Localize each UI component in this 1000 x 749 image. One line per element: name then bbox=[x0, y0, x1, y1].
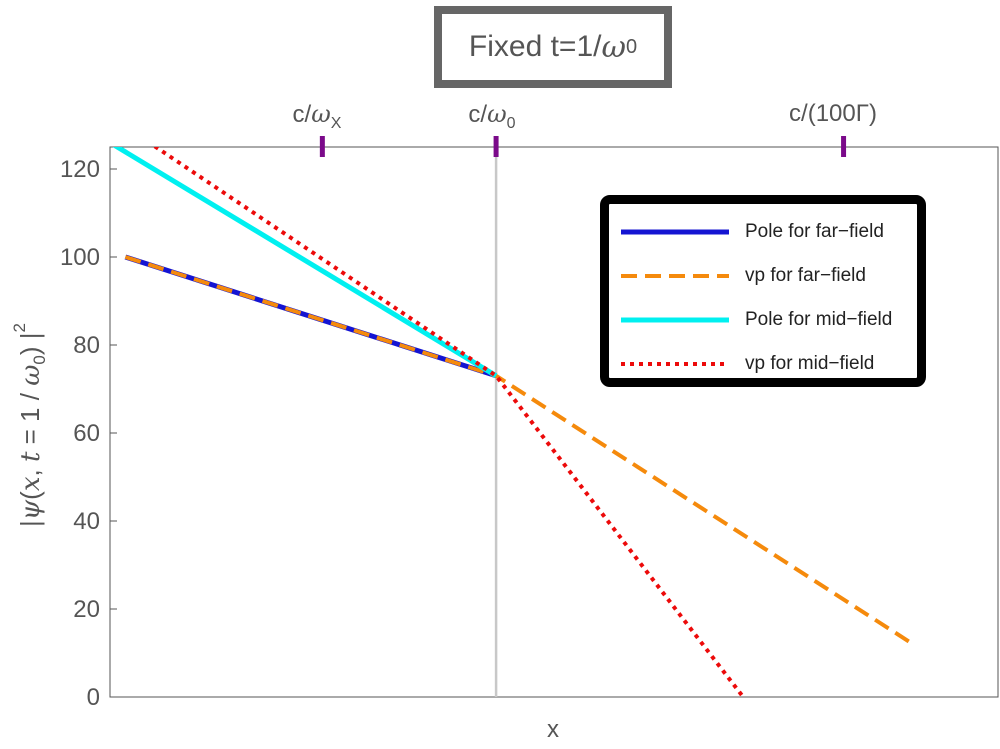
ylabel-bar-open: | bbox=[15, 520, 45, 527]
legend-item-pole-far: Pole for far−field bbox=[619, 210, 907, 254]
top-label-omega-0: c/ω0 bbox=[468, 100, 515, 133]
ylabel-paren-close: ) | bbox=[15, 332, 45, 356]
top-label-2-pre: c/(100Γ) bbox=[789, 100, 877, 127]
legend-swatch-vp-mid bbox=[621, 362, 729, 366]
legend-label-pole-mid: Pole for mid−field bbox=[745, 309, 893, 330]
x-axis-label: x bbox=[547, 716, 559, 743]
ylabel-omega: ω bbox=[16, 364, 46, 386]
top-label-100-gamma: c/(100Γ) bbox=[789, 100, 877, 128]
ylabel-x: x bbox=[16, 476, 46, 492]
top-label-0-symbol: ω bbox=[311, 100, 331, 128]
top-label-0-pre: c/ bbox=[292, 101, 312, 128]
ylabel-equals: = 1 / bbox=[15, 385, 45, 452]
top-label-1-symbol: ω bbox=[487, 100, 507, 128]
legend-item-pole-mid: Pole for mid−field bbox=[619, 298, 907, 342]
ylabel-psi: ψ bbox=[16, 499, 46, 521]
legend-label-vp-far: vp for far−field bbox=[745, 265, 866, 286]
top-label-1-sub: 0 bbox=[506, 115, 516, 132]
title-subscript: 0 bbox=[625, 35, 638, 58]
y-tick-label-80: 80 bbox=[73, 332, 100, 359]
ylabel-sub: 0 bbox=[30, 355, 49, 365]
legend: Pole for far−field vp for far−field Pole… bbox=[600, 195, 926, 387]
legend-swatch-pole-mid bbox=[621, 317, 729, 323]
ylabel-comma: , bbox=[15, 462, 45, 477]
series-group bbox=[112, 147, 915, 697]
chart-title: Fixed t=1/ω 0 bbox=[434, 6, 672, 88]
series-line-2 bbox=[112, 147, 498, 378]
y-tick-label-120: 120 bbox=[60, 156, 100, 183]
y-tick-label-60: 60 bbox=[73, 420, 100, 447]
ylabel-t: t bbox=[16, 451, 46, 463]
y-tick-label-0: 0 bbox=[87, 684, 100, 711]
legend-item-vp-far: vp for far−field bbox=[619, 254, 907, 298]
ylabel-paren-open: ( bbox=[15, 491, 45, 500]
y-tick-label-40: 40 bbox=[73, 508, 100, 535]
plot-frame bbox=[109, 146, 999, 698]
y-axis-ticks: 0 20 40 60 80 100 120 bbox=[60, 156, 117, 711]
y-tick-label-100: 100 bbox=[60, 244, 100, 271]
legend-swatch-vp-far bbox=[621, 274, 729, 278]
legend-item-vp-mid: vp for mid−field bbox=[619, 342, 907, 386]
legend-swatch-pole-far bbox=[621, 229, 729, 235]
title-omega: ω bbox=[601, 29, 626, 65]
y-axis-label: |ψ(x, t = 1 / ω0) |2 bbox=[10, 323, 50, 527]
legend-label-pole-far: Pole for far−field bbox=[745, 221, 884, 242]
top-label-omega-x: c/ωX bbox=[293, 100, 342, 133]
series-line-3 bbox=[152, 147, 745, 697]
ylabel-sup: 2 bbox=[10, 323, 29, 333]
top-label-0-sub: X bbox=[330, 115, 342, 132]
top-label-1-pre: c/ bbox=[468, 101, 488, 128]
title-text: Fixed t=1/ bbox=[468, 30, 602, 63]
legend-label-vp-mid: vp for mid−field bbox=[745, 353, 875, 374]
y-tick-label-20: 20 bbox=[73, 596, 100, 623]
top-axis-marks bbox=[319, 136, 847, 157]
